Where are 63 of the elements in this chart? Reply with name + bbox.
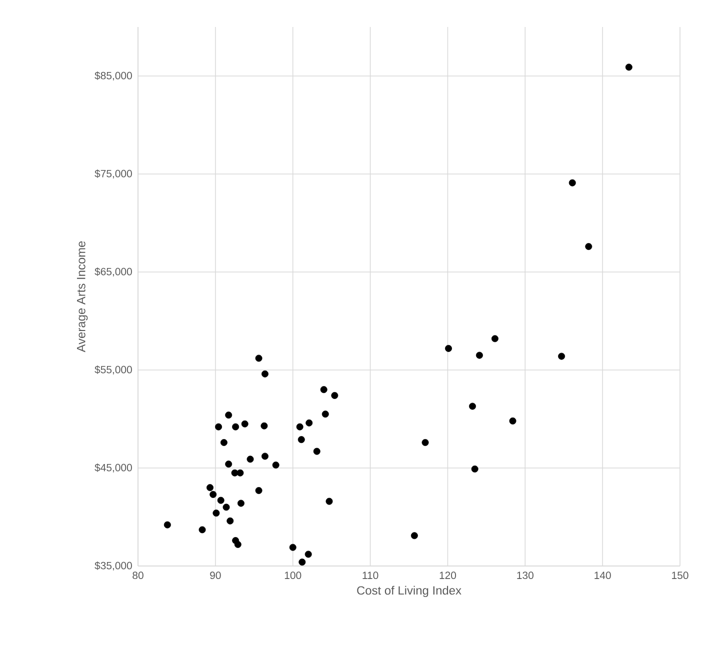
point <box>585 243 592 250</box>
point <box>298 436 305 444</box>
point <box>215 423 222 430</box>
point <box>331 392 338 399</box>
point <box>212 510 220 517</box>
x-tick-label: 130 <box>517 572 534 580</box>
x-tick-label: 150 <box>672 572 688 580</box>
point <box>422 439 429 446</box>
x-tick-label: 90 <box>210 572 221 580</box>
x-tick-label: 120 <box>440 572 456 580</box>
point <box>306 419 313 426</box>
point <box>226 517 234 524</box>
point <box>558 352 566 360</box>
point <box>469 402 476 410</box>
y-axis-title: Average Arts Income <box>77 241 88 352</box>
point <box>509 417 516 424</box>
point <box>491 335 498 342</box>
point <box>313 448 320 455</box>
point <box>471 465 478 472</box>
point <box>232 423 240 430</box>
point <box>476 352 483 359</box>
point <box>255 354 262 362</box>
point <box>320 386 328 394</box>
point <box>198 526 206 534</box>
point <box>237 500 244 507</box>
point <box>241 420 248 428</box>
x-tick-label: 100 <box>284 572 302 580</box>
point <box>217 496 224 504</box>
y-tick-label: $35,000 <box>94 561 132 571</box>
point <box>225 460 232 468</box>
point <box>236 469 244 476</box>
point <box>206 484 214 492</box>
point <box>234 540 242 548</box>
point <box>272 462 280 469</box>
x-tick-label: 80 <box>132 572 144 580</box>
point <box>246 456 254 463</box>
point <box>261 452 268 460</box>
point <box>210 490 217 498</box>
point <box>289 544 296 551</box>
point <box>255 487 262 494</box>
point <box>222 504 230 511</box>
x-tick-label: 140 <box>594 572 611 580</box>
point <box>260 422 268 430</box>
x-tick-label: 110 <box>362 572 378 580</box>
point <box>261 370 268 378</box>
point <box>410 532 418 540</box>
point <box>326 498 333 505</box>
point <box>625 64 632 71</box>
y-tick-label: $65,000 <box>94 267 132 277</box>
x-axis-title: Cost of Living Index <box>357 586 462 598</box>
y-tick-label: $55,000 <box>94 365 132 375</box>
point <box>164 521 171 528</box>
point <box>322 410 329 418</box>
point <box>296 423 304 430</box>
point <box>445 344 452 352</box>
y-tick-label: $85,000 <box>94 71 132 81</box>
point <box>298 558 306 566</box>
y-tick-label: $75,000 <box>94 169 132 179</box>
point <box>220 439 228 446</box>
point <box>568 179 576 186</box>
y-tick-label: $45,000 <box>94 463 132 473</box>
point <box>225 412 232 419</box>
point <box>304 550 312 558</box>
